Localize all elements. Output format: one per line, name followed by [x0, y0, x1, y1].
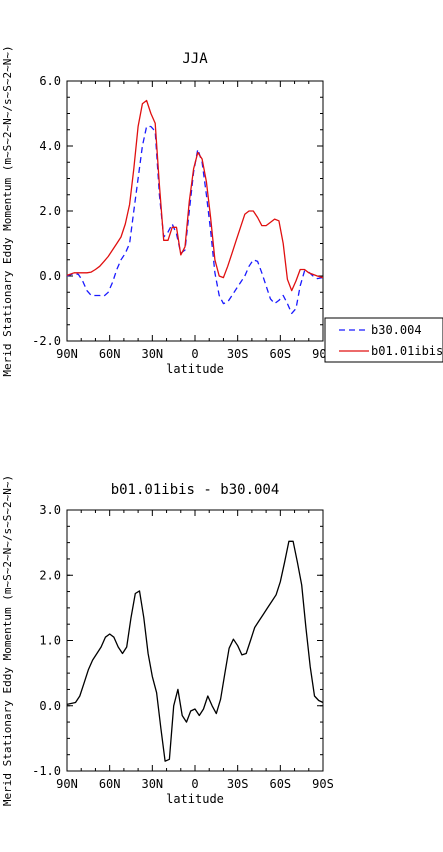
x-tick-label: 30S [227, 347, 249, 361]
chart-title: b01.01ibis - b30.004 [111, 482, 280, 498]
legend-label: b01.01ibis [371, 344, 443, 358]
x-tick-label: 60N [99, 777, 121, 791]
y-tick-label: 6.0 [39, 74, 61, 88]
x-tick-label: 60S [269, 347, 291, 361]
x-axis-label: latitude [166, 362, 224, 376]
y-tick-label: 2.0 [39, 204, 61, 218]
y-tick-label: 0.0 [39, 269, 61, 283]
x-tick-label: 60S [269, 777, 291, 791]
y-tick-label: 4.0 [39, 139, 61, 153]
chart-title: JJA [182, 51, 208, 67]
y-tick-label: 0.0 [39, 699, 61, 713]
y-tick-label: -2.0 [32, 334, 61, 348]
x-axis-label: latitude [166, 792, 224, 806]
x-tick-label: 0 [191, 347, 198, 361]
plot-frame-0 [66, 80, 324, 342]
series-line-diff-1 [66, 540, 324, 762]
y-axis-label: Merid Stationary Eddy Momentum (m~S~2~N~… [1, 45, 14, 376]
x-tick-label: 0 [191, 777, 198, 791]
series-line-b30.004 [66, 125, 324, 315]
x-tick-label: 90N [56, 777, 78, 791]
y-tick-label: -1.0 [32, 764, 61, 778]
x-tick-label: 90S [312, 777, 334, 791]
y-tick-label: 3.0 [39, 503, 61, 517]
series-line-b01.01ibis [66, 99, 324, 292]
legend-label: b30.004 [371, 323, 422, 337]
y-tick-label: 1.0 [39, 634, 61, 648]
plot-frame-1 [66, 509, 324, 772]
x-tick-label: 60N [99, 347, 121, 361]
x-tick-label: 90N [56, 347, 78, 361]
x-tick-label: 30N [141, 347, 163, 361]
y-tick-label: 2.0 [39, 568, 61, 582]
y-axis-label: Merid Stationary Eddy Momentum (m~S~2~N~… [1, 475, 14, 806]
x-tick-label: 30N [141, 777, 163, 791]
legend-box [324, 317, 443, 363]
x-tick-label: 30S [227, 777, 249, 791]
